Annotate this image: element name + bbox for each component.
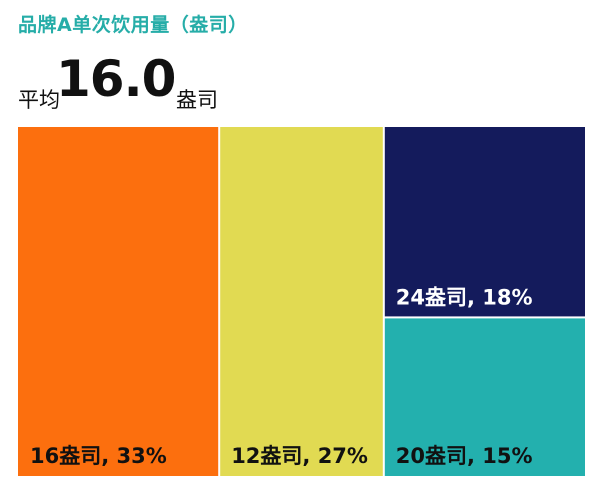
average-prefix: 平均 bbox=[18, 88, 60, 112]
treemap-cell-12oz bbox=[220, 127, 383, 476]
treemap-cell-label-20oz: 20盎司, 15% bbox=[396, 444, 533, 468]
treemap-cell-label-16oz: 16盎司, 33% bbox=[30, 444, 167, 468]
treemap-cell-label-12oz: 12盎司, 27% bbox=[231, 444, 368, 468]
average-value: 16.0 bbox=[56, 50, 176, 108]
treemap-chart: 16盎司, 33% 12盎司, 27% 24盎司, 18% 20盎司, 15% bbox=[18, 127, 585, 476]
average-unit: 盎司 bbox=[176, 88, 218, 112]
chart-title: 品牌A单次饮用量（盎司） bbox=[18, 14, 248, 36]
treemap-cell-24oz bbox=[384, 127, 585, 317]
treemap-cell-16oz bbox=[18, 127, 219, 476]
treemap-cell-20oz bbox=[384, 318, 585, 476]
treemap-cell-label-24oz: 24盎司, 18% bbox=[396, 285, 533, 309]
